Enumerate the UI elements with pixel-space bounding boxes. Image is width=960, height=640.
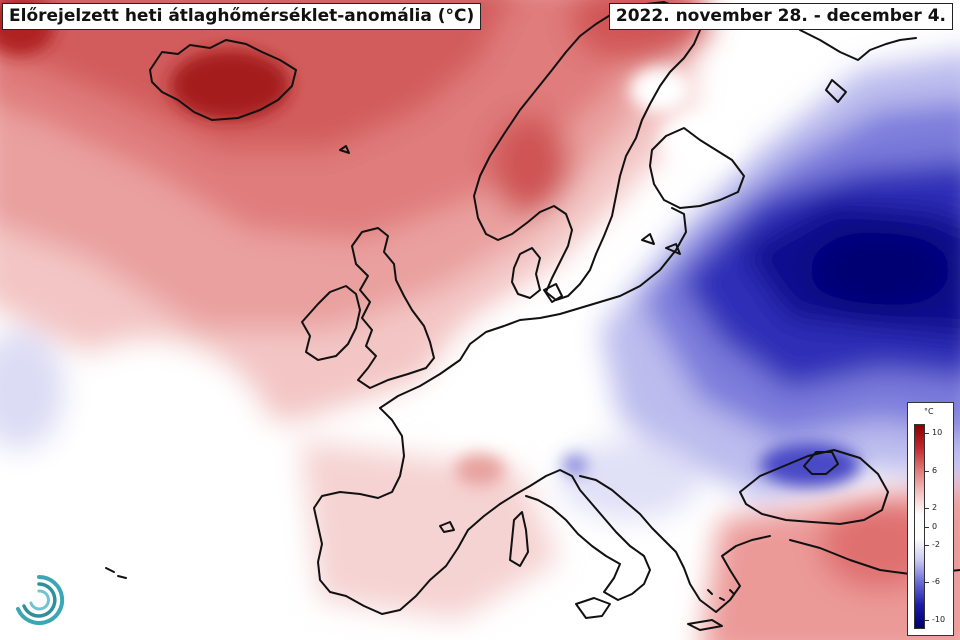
logo-outer-swirl — [16, 574, 65, 625]
scandinavia-outline — [473, 1, 701, 301]
sicily-outline — [575, 597, 611, 619]
logo-inner-swirl — [29, 589, 50, 611]
sardinia-outline — [509, 511, 529, 567]
legend-tick — [925, 619, 929, 621]
legend-tick-label: -2 — [932, 540, 940, 550]
balkans-outline — [579, 475, 771, 613]
legend-tick-label: -6 — [932, 577, 940, 587]
legend-tick — [925, 470, 929, 472]
iberia-outline — [313, 407, 501, 615]
legend-tick — [925, 526, 929, 528]
map-title: Előrejelzett heti átlaghőmérséklet-anomá… — [2, 3, 482, 30]
legend-tick — [925, 545, 929, 547]
black-sea-outline — [739, 449, 889, 525]
legend-unit-label: °C — [924, 407, 934, 416]
great-britain-outline — [351, 227, 435, 389]
finland-outline — [649, 127, 745, 209]
legend-tick — [925, 433, 929, 435]
met-service-logo — [16, 574, 65, 625]
ireland-outline — [301, 285, 361, 361]
legend-tick-label: -10 — [932, 614, 946, 624]
continental-coast-outline — [379, 207, 687, 409]
legend-tick-label: 10 — [932, 428, 943, 438]
legend-tick — [925, 507, 929, 509]
legend-color-bar — [914, 424, 925, 629]
color-legend: °C 10 6 2 0 -2 -6 -10 — [907, 402, 954, 636]
date-range-label: 2022. november 28. - december 4. — [608, 3, 953, 30]
italy-outline — [499, 469, 651, 601]
logo-middle-swirl — [22, 582, 57, 618]
iceland-outline — [149, 39, 297, 121]
legend-tick-label: 6 — [932, 465, 938, 475]
legend-tick — [925, 582, 929, 584]
denmark-outline — [511, 247, 563, 303]
legend-tick-label: 2 — [932, 502, 938, 512]
legend-tick-label: 0 — [932, 521, 938, 531]
